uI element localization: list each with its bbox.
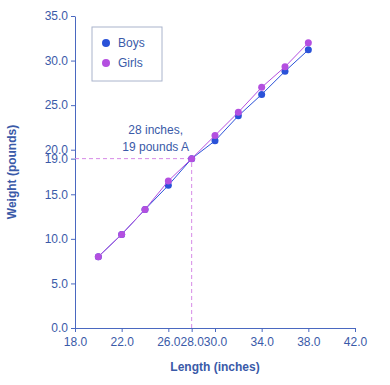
x-axis: 18.0 22.0 26.028.030.0 34.0 38.0 42.0 xyxy=(64,328,368,349)
y-tick-mark xyxy=(71,150,75,151)
series-point xyxy=(188,155,195,162)
series-point xyxy=(118,231,125,238)
y-tick-label: 35.0 xyxy=(45,9,69,23)
y-tick-mark xyxy=(71,328,75,329)
y-axis-line xyxy=(75,17,76,329)
x-tick-mark xyxy=(262,328,263,332)
y-tick: 5.0 xyxy=(51,277,75,291)
x-tick: 28.0 xyxy=(180,328,204,349)
y-tick: 25.0 xyxy=(45,98,75,112)
y-tick: 10.0 xyxy=(45,232,75,246)
y-tick: 20.0 xyxy=(45,143,75,157)
series-point xyxy=(258,84,265,91)
y-tick: 35.0 xyxy=(45,9,75,23)
series-point xyxy=(95,253,102,260)
reference-line xyxy=(75,158,192,159)
plot-area xyxy=(75,39,312,328)
x-tick: 30.0 xyxy=(204,328,228,349)
x-tick: 38.0 xyxy=(297,328,321,349)
x-axis-title: Length (inches) xyxy=(170,360,259,374)
x-tick-mark xyxy=(75,328,76,332)
x-tick-mark xyxy=(215,328,216,332)
x-tick-label: 26.0 xyxy=(157,335,181,349)
series-point xyxy=(188,155,195,162)
x-tick: 26.0 xyxy=(157,328,181,349)
legend-label: Girls xyxy=(118,56,143,70)
x-tick-label: 18.0 xyxy=(64,335,88,349)
annotation-text: 28 inches, xyxy=(128,123,183,137)
series-point xyxy=(142,206,149,213)
legend-symbol xyxy=(102,59,110,67)
series-point xyxy=(165,177,172,184)
y-axis-title: Weight (pounds) xyxy=(5,125,19,219)
x-tick-mark xyxy=(308,328,309,332)
series-point xyxy=(212,132,219,139)
x-tick-mark xyxy=(355,328,356,332)
x-tick-label: 34.0 xyxy=(250,335,274,349)
series-point xyxy=(118,231,125,238)
legend-label: Boys xyxy=(118,36,145,50)
y-tick-label: 5.0 xyxy=(51,277,68,291)
y-tick-label: 30.0 xyxy=(45,54,69,68)
series-point xyxy=(258,91,265,98)
y-tick-mark xyxy=(71,194,75,195)
y-tick-label: 10.0 xyxy=(45,232,69,246)
y-tick-mark xyxy=(71,61,75,62)
y-tick-label: 25.0 xyxy=(45,98,69,112)
y-tick-mark xyxy=(71,239,75,240)
x-tick-mark xyxy=(192,328,193,332)
series-point xyxy=(95,253,102,260)
reference-line xyxy=(191,159,192,328)
x-tick: 42.0 xyxy=(344,328,368,349)
series-point xyxy=(305,39,312,46)
legend-box xyxy=(92,27,162,81)
y-tick: 15.0 xyxy=(45,188,75,202)
x-tick-label: 30.0 xyxy=(204,335,228,349)
legend-symbol xyxy=(102,39,110,47)
y-tick-mark xyxy=(71,159,75,160)
y-tick-mark xyxy=(71,16,75,17)
x-tick: 22.0 xyxy=(110,328,134,349)
series-point xyxy=(235,109,242,116)
y-tick-label: 15.0 xyxy=(45,188,69,202)
x-tick: 34.0 xyxy=(250,328,274,349)
y-tick-label: 0.0 xyxy=(51,321,68,335)
legend: Boys Girls xyxy=(92,27,162,81)
x-tick-label: 28.0 xyxy=(180,335,204,349)
series-point xyxy=(282,63,289,70)
x-tick-label: 22.0 xyxy=(110,335,134,349)
series-point xyxy=(142,206,149,213)
series-point xyxy=(305,46,312,53)
y-tick-mark xyxy=(71,105,75,106)
x-tick-label: 38.0 xyxy=(297,335,321,349)
annotation-text: 19 pounds A xyxy=(122,140,189,154)
x-tick-mark xyxy=(168,328,169,332)
y-tick: 30.0 xyxy=(45,54,75,68)
x-tick-mark xyxy=(122,328,123,332)
y-tick-label: 20.0 xyxy=(45,143,69,157)
y-axis: 0.05.010.015.019.020.025.030.035.0 xyxy=(45,9,76,335)
y-tick: 0.0 xyxy=(51,321,75,335)
chart: 18.022.026.028.030.034.038.042.00.05.010… xyxy=(0,0,390,385)
x-tick-label: 42.0 xyxy=(344,335,368,349)
y-tick-mark xyxy=(71,283,75,284)
